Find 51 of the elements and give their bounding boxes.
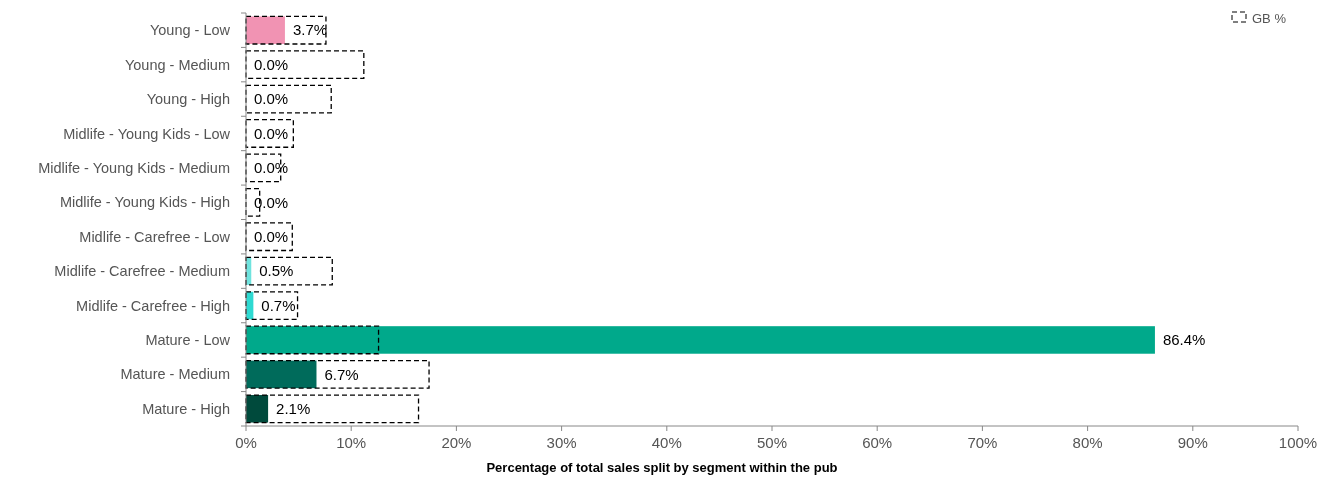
bar: [245, 256, 333, 286]
data-label: 3.7%: [292, 21, 328, 39]
data-label: 0.5%: [259, 262, 294, 280]
data-label: 6.7%: [324, 365, 359, 383]
x-tick-label: 80%: [1072, 434, 1103, 451]
y-tick-label: Mature - Low: [145, 332, 231, 349]
bar: [245, 50, 365, 80]
bar: [246, 395, 269, 423]
data-label: 0.0%: [254, 193, 289, 211]
y-tick-label: Young - Medium: [124, 56, 230, 73]
x-tick-label: 60%: [862, 434, 893, 451]
y-tick-label: Young - High: [146, 91, 230, 108]
data-label: 0.0%: [254, 55, 289, 73]
y-tick-label: Mature - High: [142, 400, 230, 417]
bar: [245, 84, 332, 114]
bar: [246, 360, 317, 389]
x-tick-label: 10%: [336, 434, 367, 451]
x-tick-label: 50%: [756, 434, 788, 451]
legend-label: GB %: [1252, 10, 1287, 26]
data-label: 2.1%: [276, 400, 311, 418]
y-tick-label: Midlife - Young Kids - High: [59, 194, 230, 211]
x-tick-label: 70%: [967, 434, 998, 451]
data-label: 0.0%: [254, 159, 289, 177]
data-label: 0.7%: [261, 296, 296, 314]
x-tick-label: 0%: [235, 434, 257, 451]
y-tick-label: Midlife - Carefree - High: [76, 297, 230, 314]
bar: [246, 326, 1155, 354]
y-tick-label: Midlife - Young Kids - Low: [63, 125, 231, 142]
y-tick-label: Midlife - Young Kids - Medium: [38, 159, 230, 176]
data-label: 0.0%: [254, 90, 289, 108]
data-label: 0.0%: [254, 124, 289, 142]
bar: [245, 15, 327, 45]
data-label: 86.4%: [1162, 331, 1206, 349]
x-tick-label: 40%: [651, 434, 682, 451]
bar: [245, 394, 420, 424]
x-tick-label: 20%: [441, 434, 472, 451]
y-tick-label: Midlife - Carefree - Low: [79, 228, 231, 245]
y-tick-label: Midlife - Carefree - Medium: [54, 263, 230, 280]
x-tick-label: 30%: [546, 434, 577, 451]
bar: [246, 16, 285, 44]
y-tick-label: Young - Low: [149, 22, 231, 39]
x-tick-label: 90%: [1177, 434, 1208, 451]
data-label: 0.0%: [254, 227, 289, 245]
y-tick-label: Mature - Medium: [120, 366, 230, 383]
x-tick-label: 100%: [1278, 434, 1318, 451]
bar: [245, 325, 380, 355]
bar: [245, 119, 294, 148]
bar: [245, 359, 430, 389]
bar: [245, 222, 293, 252]
bar: [245, 291, 299, 320]
x-axis-title: Percentage of total sales split by segment within the pub: [486, 460, 838, 475]
